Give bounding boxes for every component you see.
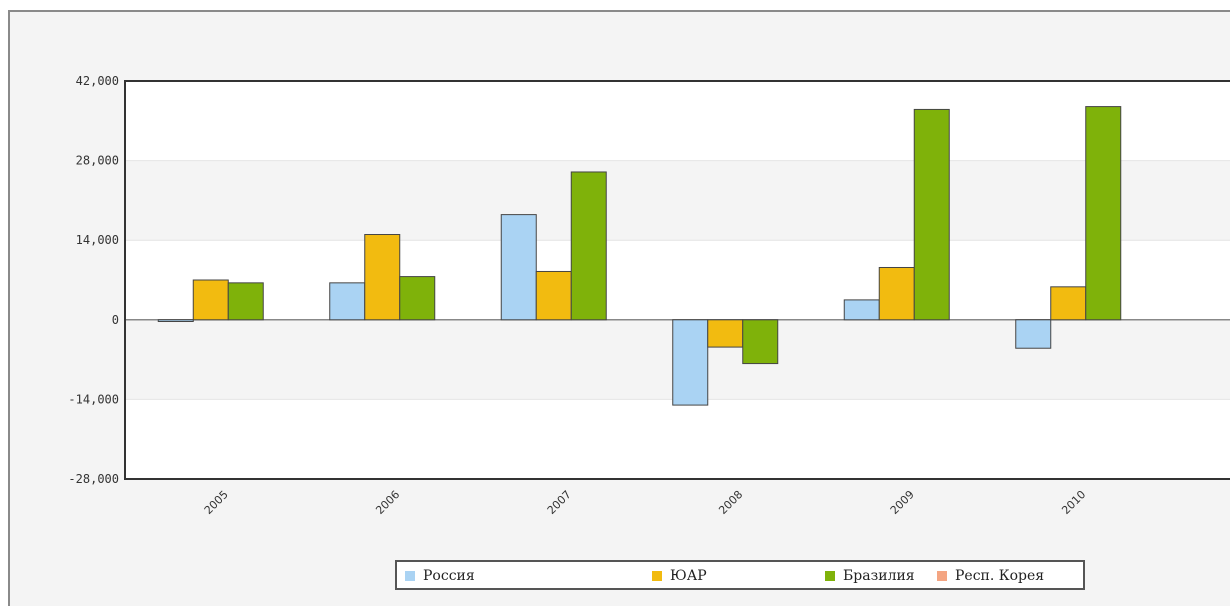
x-tick-label: 2006 [373, 488, 402, 517]
x-axis-ticks: 2005200620072008200920102 [202, 488, 1088, 517]
legend-item-russia: Россия [405, 568, 475, 584]
legend-swatch-south-africa [652, 571, 662, 581]
bar-2008-2 [742, 319, 779, 365]
bar-2010-1 [1050, 286, 1087, 321]
legend-item-korea: Респ. Корея [937, 568, 1044, 584]
legend-item-south-africa: ЮАР [652, 568, 707, 584]
bar-2007-0 [500, 214, 537, 321]
legend-label-south-africa: ЮАР [670, 568, 707, 584]
bar-2006-0 [329, 282, 366, 321]
y-tick-label: 42,000 [76, 74, 119, 88]
x-tick-label: 2007 [545, 488, 574, 517]
bars [157, 106, 1122, 406]
plot-background [125, 81, 1230, 479]
bar-2010-0 [1015, 319, 1052, 349]
bar-2005-1 [192, 279, 229, 321]
grid-bands [125, 80, 1230, 479]
bar-2006-2 [399, 276, 436, 321]
y-tick-label: 0 [112, 313, 119, 327]
grid-band [125, 160, 1230, 241]
x-tick-label: 2005 [202, 488, 231, 517]
legend-swatch-korea [937, 571, 947, 581]
bar-2007-2 [570, 171, 607, 321]
bar-2008-0 [672, 319, 709, 406]
bar-2005-2 [227, 282, 264, 321]
y-tick-label: -14,000 [68, 392, 119, 406]
bar-2009-1 [878, 266, 915, 321]
bar-2007-1 [535, 270, 572, 321]
legend-swatch-brazil [825, 571, 835, 581]
legend-label-korea: Респ. Корея [955, 568, 1045, 584]
legend-label-russia: Россия [423, 568, 475, 584]
y-tick-label: -28,000 [68, 472, 119, 486]
x-tick-label: 2008 [716, 488, 745, 517]
bar-2008-1 [707, 319, 744, 348]
legend-label-brazil: Бразилия [843, 568, 915, 584]
x-tick-label: 2010 [1059, 488, 1088, 517]
y-tick-label: 14,000 [76, 233, 119, 247]
plot-area-border [124, 80, 1230, 480]
bar-2009-2 [913, 108, 950, 321]
bar-2006-1 [364, 234, 401, 321]
bar-2005-0 [157, 319, 194, 323]
y-axis-ticks: 42,000 28,000 14,000 0 -14,000 -28,000 [68, 74, 119, 486]
bar-2009-0 [843, 299, 880, 321]
y-tick-label: 28,000 [76, 154, 119, 168]
x-tick-label: 2009 [888, 488, 917, 517]
chart-legend: Россия ЮАР Бразилия Респ. Корея [395, 560, 1085, 590]
bar-2010-2 [1085, 106, 1122, 321]
legend-swatch-russia [405, 571, 415, 581]
legend-item-brazil: Бразилия [825, 568, 915, 584]
